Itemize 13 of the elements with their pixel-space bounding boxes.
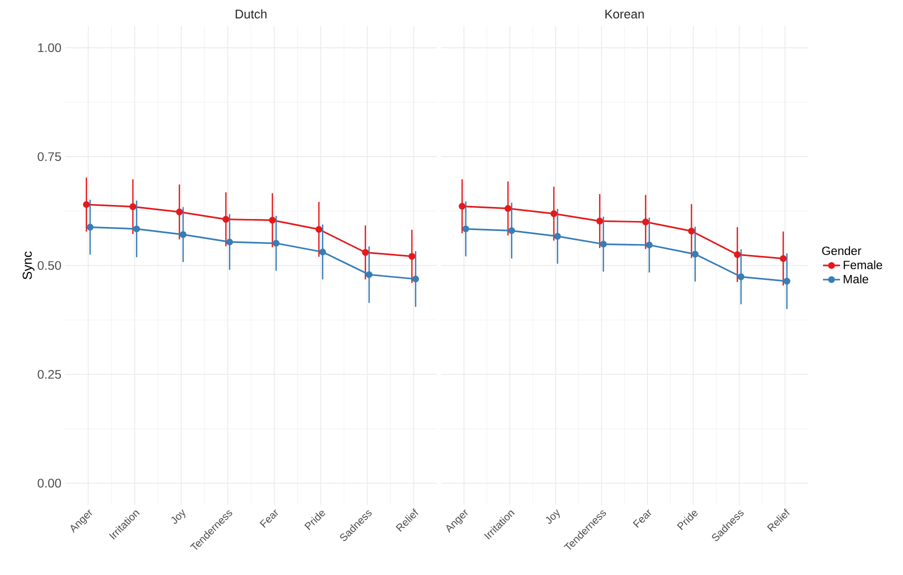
y-tick-label: 0.50 [38,261,61,270]
y-tick-label: 0.00 [38,478,61,488]
chart-title: Dutch [236,9,266,18]
y-tick-label: 0.25 [38,370,61,379]
legend-label: Female [844,260,882,270]
chart-title: Korean [605,10,644,18]
x-tick-label: Joy [171,509,186,524]
legend-title: Gender [822,246,862,256]
legend-label: Male [844,274,868,284]
y-tick-label: 0.75 [38,152,61,162]
y-axis-title: Sync [22,251,34,280]
y-tick-label: 1.00 [38,43,61,52]
x-tick-label: Joy [546,509,560,524]
